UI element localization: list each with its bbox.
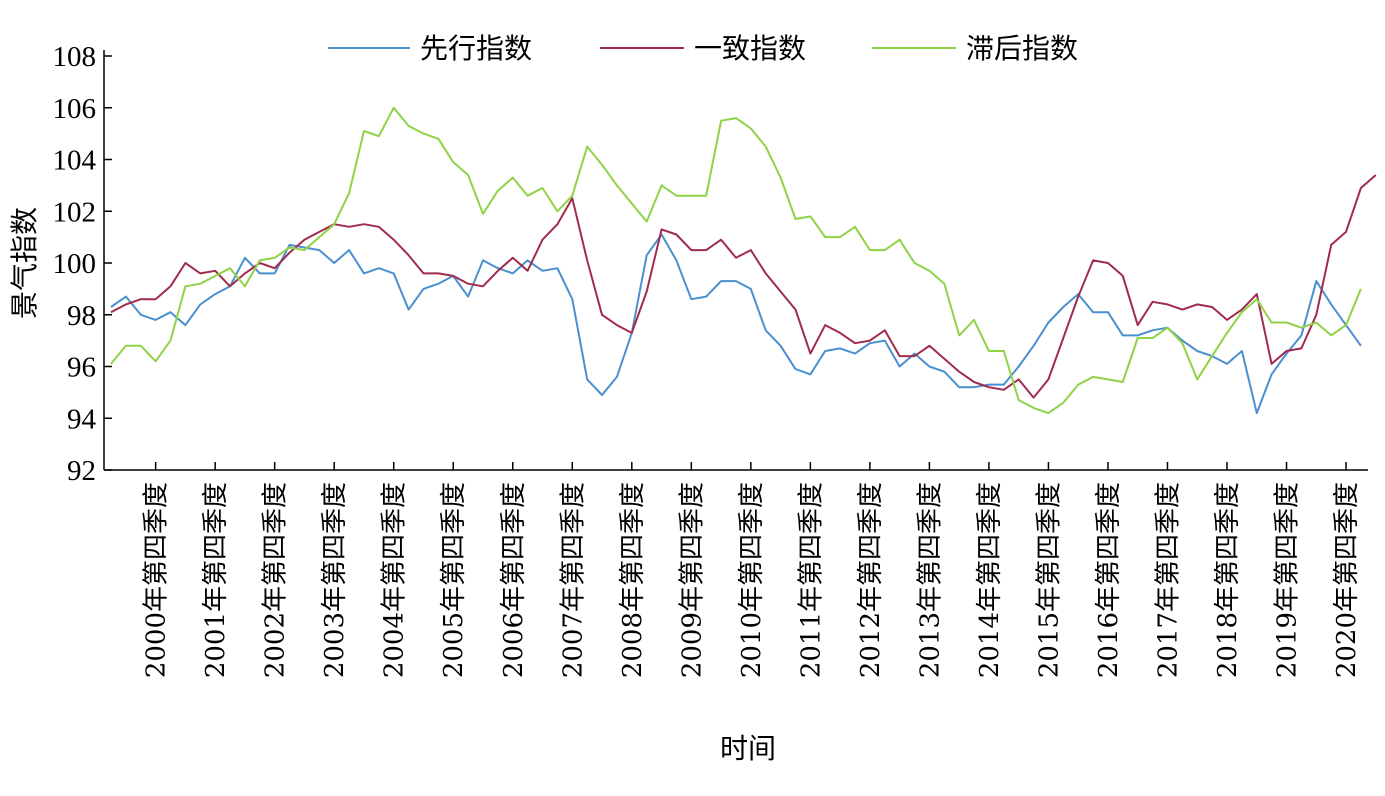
x-tick-label: 2014年第四季度 [975, 482, 1005, 678]
x-tick-label: 2004年第四季度 [380, 482, 410, 678]
y-tick-label: 100 [53, 248, 97, 280]
y-tick-label: 98 [67, 300, 96, 332]
x-tick-label: 2005年第四季度 [439, 482, 469, 678]
y-tick-label: 92 [67, 455, 96, 487]
x-tick-label: 2000年第四季度 [142, 482, 172, 678]
series-line-0 [110, 233, 1362, 415]
x-tick-label: 2011年第四季度 [796, 482, 826, 678]
x-tick-label: 2007年第四季度 [558, 482, 588, 678]
x-tick-label: 2020年第四季度 [1332, 482, 1362, 678]
x-tick-label: 2002年第四季度 [261, 482, 291, 678]
x-tick-label: 2006年第四季度 [499, 482, 529, 678]
y-tick-label: 96 [67, 352, 96, 384]
y-tick-label: 108 [53, 41, 97, 73]
x-tick-label: 2009年第四季度 [677, 482, 707, 678]
y-tick-label: 106 [53, 93, 97, 125]
x-tick-label: 2001年第四季度 [201, 482, 231, 678]
y-tick-label: 102 [53, 196, 97, 228]
x-tick-label: 2013年第四季度 [915, 482, 945, 678]
y-axis-title: 景气指数 [8, 207, 41, 319]
x-tick-label: 2019年第四季度 [1273, 482, 1303, 678]
legend: 先行指数 一致指数 滞后指数 [328, 32, 1078, 65]
legend-label: 一致指数 [694, 32, 806, 65]
y-tick-label: 104 [53, 145, 97, 177]
series-line-1 [110, 174, 1377, 399]
x-tick-label: 2003年第四季度 [320, 482, 350, 678]
legend-label: 先行指数 [420, 32, 532, 65]
y-tick-label: 94 [67, 403, 97, 435]
series-line-2 [110, 106, 1362, 415]
axes: 92 94 96 98 100 102 104 106 108 2000年第四季度 2001年第四季… [53, 41, 1368, 678]
x-tick-label: 2010年第四季度 [737, 482, 767, 678]
x-tick-label: 2018年第四季度 [1213, 482, 1243, 678]
x-tick-label: 2012年第四季度 [856, 482, 886, 678]
legend-label: 滞后指数 [966, 32, 1078, 65]
x-tick-label: 2015年第四季度 [1034, 482, 1064, 678]
x-tick-label: 2017年第四季度 [1153, 482, 1183, 678]
x-axis-title: 时间 [720, 732, 776, 765]
series-layer [110, 106, 1377, 415]
x-tick-label: 2008年第四季度 [618, 482, 648, 678]
x-tick-label: 2016年第四季度 [1094, 482, 1124, 678]
